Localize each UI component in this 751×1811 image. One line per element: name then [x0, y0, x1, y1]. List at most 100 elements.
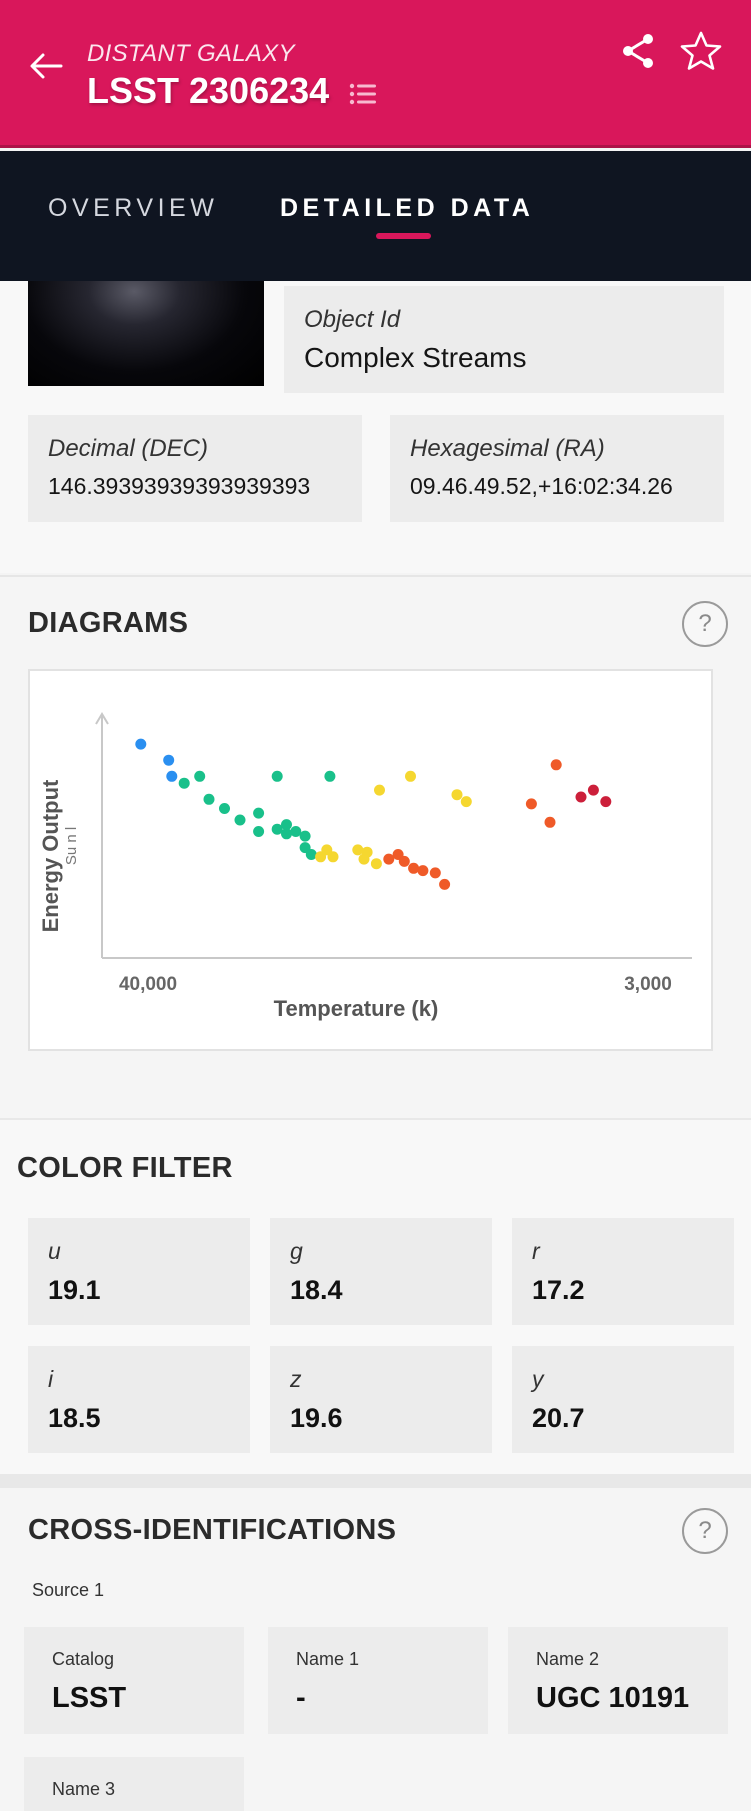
data-point [374, 784, 385, 796]
data-point [305, 849, 317, 860]
cross-id-box: Name 3 [24, 1757, 244, 1811]
favorite-button[interactable] [680, 30, 722, 72]
list-icon[interactable] [349, 82, 377, 106]
filter-i-box: i 18.5 [28, 1346, 250, 1453]
data-point [544, 816, 556, 828]
filter-label: z [290, 1366, 302, 1392]
x-axis-label: Temperature (k) [274, 996, 439, 1021]
tab-bar: OVERVIEW DETAILED DATA [0, 151, 751, 281]
data-point [271, 770, 283, 782]
diagrams-title: DIAGRAMS [28, 607, 189, 639]
cross-id-box: Name 1 - [268, 1627, 488, 1734]
data-point [383, 853, 395, 865]
app-header: DISTANT GALAXY LSST 2306234 [0, 0, 751, 148]
back-button[interactable] [26, 46, 66, 86]
diagrams-help-button[interactable]: ? [682, 601, 728, 647]
object-id-field: Object Id Complex Streams [284, 286, 724, 393]
filter-label: r [532, 1238, 540, 1264]
ra-field: Hexagesimal (RA) 09.46.49.52,+16:02:34.2… [390, 415, 724, 522]
data-point [324, 770, 336, 782]
cross-id-label: Catalog [52, 1649, 115, 1669]
data-point [451, 789, 463, 801]
page-title: LSST 2306234 [87, 70, 330, 111]
cross-id-label: Name 2 [536, 1649, 600, 1669]
arrow-left-icon [30, 53, 63, 79]
filter-label: g [290, 1238, 303, 1264]
active-tab-indicator [376, 233, 431, 239]
object-type: DISTANT GALAXY [87, 40, 295, 67]
data-point [525, 798, 537, 810]
cross-id-box: Name 2 UGC 10191 [508, 1627, 728, 1734]
data-point [219, 803, 230, 814]
color-filter-title: COLOR FILTER [17, 1152, 233, 1184]
data-point [405, 770, 416, 782]
data-point [398, 855, 410, 867]
tab-overview[interactable]: OVERVIEW [48, 194, 219, 222]
share-icon [623, 34, 653, 68]
data-point [203, 793, 215, 805]
scatter-chart: Temperature (k) 40,000 3,000 Energy Outp… [38, 712, 692, 1021]
data-point [281, 819, 292, 831]
dec-label: Decimal (DEC) [48, 435, 209, 462]
filter-value: 19.6 [290, 1403, 343, 1433]
data-point [194, 770, 206, 782]
dec-field: Decimal (DEC) 146.39393939393939393 [28, 415, 362, 522]
data-point [600, 796, 612, 808]
data-point [352, 844, 364, 856]
data-point [587, 784, 599, 796]
cross-identifications-section: CROSS-IDENTIFICATIONS ? Source 1 Catalog… [0, 1474, 751, 1811]
x-tick-left: 40,000 [119, 974, 177, 995]
star-icon [680, 31, 722, 70]
data-point [439, 878, 451, 890]
tab-detailed-data[interactable]: DETAILED DATA [280, 194, 535, 222]
title-row: LSST 2306234 [87, 70, 377, 112]
filter-value: 20.7 [532, 1403, 585, 1433]
object-id-label: Object Id [304, 306, 401, 333]
filter-label: y [532, 1366, 544, 1392]
filter-label: i [48, 1366, 54, 1392]
cross-id-label: Name 1 [296, 1649, 360, 1669]
filter-value: 19.1 [48, 1275, 101, 1305]
data-point [290, 826, 302, 837]
diagrams-section: DIAGRAMS ? Temperature (k) 40,000 3,000 … [0, 575, 751, 1118]
data-point [460, 796, 472, 808]
object-id-value: Complex Streams [304, 342, 527, 373]
data-point [550, 759, 562, 771]
data-point [253, 807, 265, 819]
cross-ids-help-button[interactable]: ? [682, 1508, 728, 1554]
data-point [234, 814, 246, 826]
data-point [163, 754, 175, 766]
x-tick-right: 3,000 [624, 974, 672, 995]
data-point [166, 770, 178, 782]
data-point [253, 826, 265, 837]
data-point [327, 851, 339, 863]
data-point [361, 846, 373, 858]
data-point [178, 777, 190, 789]
source-label: Source 1 [32, 1580, 105, 1600]
data-point [281, 828, 292, 840]
data-point [370, 858, 382, 870]
hr-diagram-chart: Temperature (k) 40,000 3,000 Energy Outp… [28, 669, 713, 1051]
share-button[interactable] [620, 32, 656, 70]
filter-value: 17.2 [532, 1275, 585, 1305]
ra-label: Hexagesimal (RA) [410, 435, 605, 462]
data-point [299, 830, 311, 842]
galaxy-thumbnail[interactable] [28, 281, 264, 386]
ra-value: 09.46.49.52,+16:02:34.26 [410, 473, 673, 499]
data-point [417, 865, 429, 877]
cross-id-label: Name 3 [52, 1779, 116, 1799]
filter-g-box: g 18.4 [270, 1218, 492, 1325]
cross-id-box: Catalog LSST [24, 1627, 244, 1734]
cross-id-value: - [296, 1682, 306, 1714]
y-axis-arrow [95, 712, 109, 725]
data-point [135, 738, 147, 750]
filter-value: 18.5 [48, 1403, 101, 1433]
data-point [408, 862, 420, 874]
filter-value: 18.4 [290, 1275, 343, 1305]
filter-r-box: r 17.2 [512, 1218, 734, 1325]
filter-label: u [48, 1238, 61, 1264]
y-axis-sublabel: Su n l [63, 827, 80, 865]
object-info-section: Object Id Complex Streams Decimal (DEC) … [0, 281, 751, 573]
filter-y-box: y 20.7 [512, 1346, 734, 1453]
data-point [429, 867, 441, 879]
